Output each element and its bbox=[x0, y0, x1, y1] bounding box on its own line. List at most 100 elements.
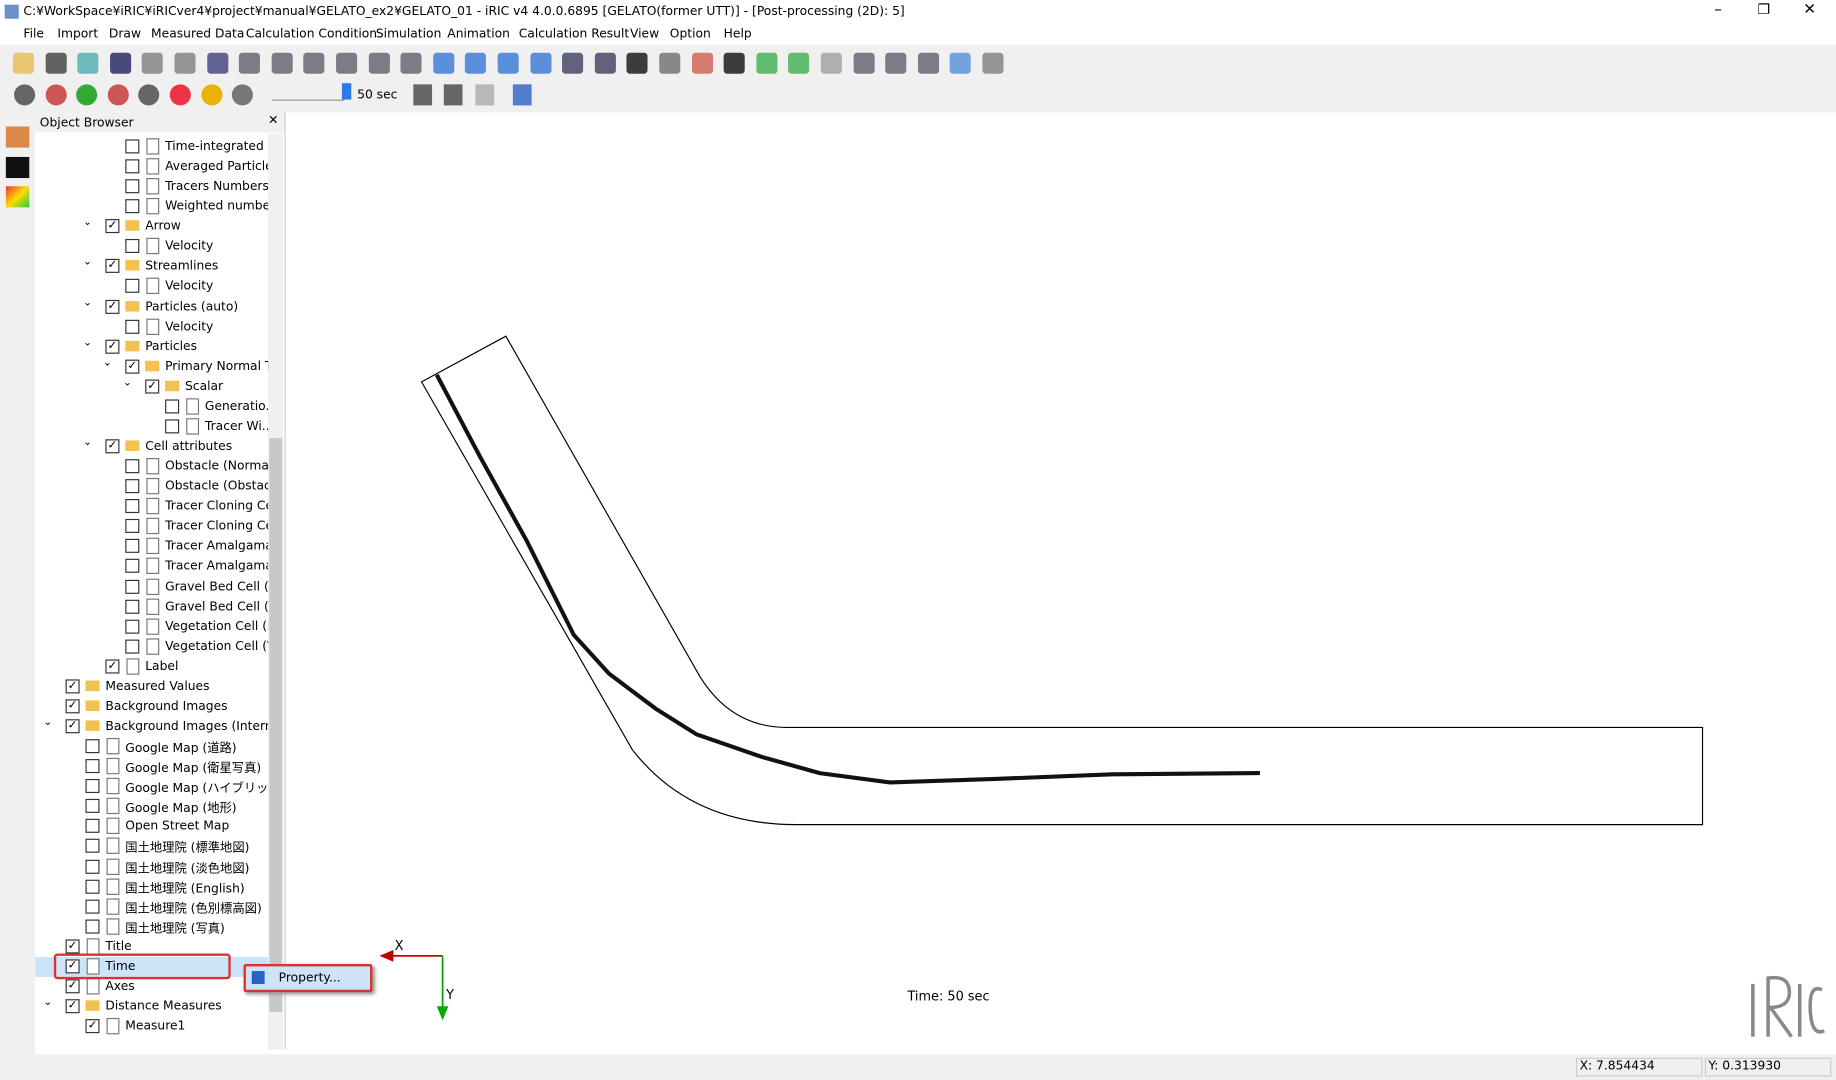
expand-arrow[interactable]: ⌄ bbox=[122, 376, 132, 389]
tree-row[interactable]: ⌄ ✓ Arrow bbox=[35, 217, 268, 237]
tool-button[interactable] bbox=[626, 52, 648, 74]
menu-item[interactable]: Animation bbox=[447, 26, 510, 41]
tool-button[interactable] bbox=[659, 52, 681, 74]
tree-row[interactable]: Vegetation Cell (N... bbox=[35, 617, 268, 637]
menu-item[interactable]: Import bbox=[57, 26, 99, 41]
tree-row[interactable]: Google Map (ハイブリッド) bbox=[35, 777, 268, 797]
tool-button[interactable] bbox=[853, 52, 875, 74]
tool-button[interactable] bbox=[77, 52, 99, 74]
checkbox[interactable]: ✓ bbox=[65, 939, 80, 954]
tree-row[interactable]: ✓ Time bbox=[35, 956, 269, 977]
tree-row[interactable]: Tracer Cloning Cel... bbox=[35, 517, 268, 537]
tree-row[interactable]: Weighted numbe... bbox=[35, 197, 268, 217]
tool-button[interactable] bbox=[142, 52, 164, 74]
checkbox[interactable]: ✓ bbox=[65, 979, 80, 994]
checkbox[interactable]: ✓ bbox=[65, 699, 80, 714]
scroll-thumb[interactable] bbox=[269, 438, 283, 1013]
expand-arrow[interactable]: ⌄ bbox=[83, 436, 92, 449]
tree-row[interactable]: Generatio... bbox=[35, 397, 268, 417]
checkbox[interactable]: ✓ bbox=[65, 719, 80, 734]
tree-row[interactable]: 国土地理院 (English) bbox=[35, 877, 268, 897]
checkbox[interactable] bbox=[125, 519, 140, 534]
tree-row[interactable]: Obstacle (Normal... bbox=[35, 457, 268, 477]
tree-row[interactable]: ⌄ ✓ Primary Normal Tr... bbox=[35, 357, 268, 377]
checkbox[interactable] bbox=[85, 739, 100, 754]
tree-row[interactable]: Time-integrated P... bbox=[35, 137, 268, 157]
tool-button[interactable] bbox=[271, 52, 293, 74]
tool-button[interactable] bbox=[303, 52, 325, 74]
tree-row[interactable]: Tracer Amalgamat... bbox=[35, 557, 268, 577]
checkbox[interactable] bbox=[125, 319, 140, 334]
checkbox[interactable] bbox=[125, 539, 140, 554]
menu-item[interactable]: View bbox=[629, 26, 660, 41]
checkbox[interactable]: ✓ bbox=[105, 339, 120, 354]
tool-button[interactable] bbox=[723, 52, 745, 74]
anim-button[interactable] bbox=[45, 84, 67, 106]
tree-row[interactable]: ✓ Label bbox=[35, 657, 268, 677]
expand-arrow[interactable]: ⌄ bbox=[43, 996, 53, 1009]
tool-button[interactable] bbox=[497, 52, 519, 74]
anim-button[interactable] bbox=[107, 84, 129, 106]
menu-item[interactable]: Calculation Condition bbox=[245, 26, 378, 41]
menu-item[interactable]: Draw bbox=[108, 26, 142, 41]
tool-button[interactable] bbox=[756, 52, 778, 74]
checkbox[interactable]: ✓ bbox=[105, 299, 120, 314]
expand-arrow[interactable]: ⌄ bbox=[83, 257, 92, 269]
checkbox[interactable] bbox=[85, 839, 100, 854]
tool-button[interactable] bbox=[820, 52, 842, 74]
checkbox[interactable]: ✓ bbox=[105, 219, 120, 234]
checkbox[interactable] bbox=[125, 599, 140, 614]
side-icon[interactable] bbox=[5, 126, 30, 148]
tree-row[interactable]: 国土地理院 (淡色地図) bbox=[35, 857, 268, 877]
tree-row[interactable]: ✓ Axes bbox=[35, 977, 268, 997]
tool-button[interactable] bbox=[109, 52, 131, 74]
tree-row[interactable]: ⌄ ✓ Streamlines bbox=[35, 257, 268, 277]
tree-row[interactable]: ✓ Title bbox=[35, 937, 268, 957]
checkbox[interactable] bbox=[125, 579, 140, 594]
anim-button[interactable] bbox=[76, 84, 98, 106]
tree-row[interactable]: ✓ Background Images bbox=[35, 697, 268, 717]
checkbox[interactable]: ✓ bbox=[65, 679, 80, 694]
tool-button[interactable] bbox=[917, 52, 939, 74]
checkbox[interactable]: ✓ bbox=[105, 259, 120, 274]
tool-button[interactable] bbox=[174, 52, 196, 74]
checkbox[interactable] bbox=[125, 179, 140, 194]
tool-button[interactable] bbox=[594, 52, 616, 74]
expand-arrow[interactable]: ⌄ bbox=[83, 217, 92, 229]
checkbox[interactable] bbox=[165, 419, 180, 434]
expand-arrow[interactable]: ⌄ bbox=[43, 716, 53, 729]
checkbox[interactable] bbox=[85, 759, 100, 774]
anim-button[interactable] bbox=[138, 84, 160, 106]
tool-button[interactable] bbox=[239, 52, 261, 74]
tree-row[interactable]: 国土地理院 (写真) bbox=[35, 917, 268, 937]
tree-row[interactable]: Gravel Bed Cell (G... bbox=[35, 597, 268, 617]
tool-button[interactable] bbox=[443, 84, 463, 106]
expand-arrow[interactable]: ⌄ bbox=[83, 336, 92, 349]
tree-row[interactable]: Gravel Bed Cell (N... bbox=[35, 577, 268, 597]
tool-button[interactable] bbox=[691, 52, 713, 74]
checkbox[interactable] bbox=[125, 239, 140, 254]
tree-row[interactable]: Tracer Amalgamat... bbox=[35, 537, 268, 557]
checkbox[interactable] bbox=[125, 159, 140, 174]
tree-row[interactable]: Tracer Cloning Cel... bbox=[35, 497, 268, 517]
tool-button[interactable] bbox=[982, 52, 1004, 74]
tree-row[interactable]: Velocity bbox=[35, 277, 268, 297]
tree-row[interactable]: 国土地理院 (標準地図) bbox=[35, 837, 268, 857]
checkbox[interactable] bbox=[125, 619, 140, 634]
anim-button[interactable] bbox=[200, 84, 222, 106]
tree-row[interactable]: 国土地理院 (色別標高図) bbox=[35, 897, 268, 917]
tool-button[interactable] bbox=[475, 84, 495, 106]
checkbox[interactable]: ✓ bbox=[145, 379, 160, 394]
tree-row[interactable]: Tracer Wi... bbox=[35, 417, 268, 437]
close[interactable]: ✕ bbox=[1803, 1, 1816, 19]
restore[interactable]: ❐ bbox=[1757, 1, 1771, 18]
tree-row[interactable]: ⌄ ✓ Scalar bbox=[35, 377, 268, 397]
anim-button[interactable] bbox=[232, 84, 254, 106]
tool-button[interactable] bbox=[512, 84, 532, 106]
checkbox[interactable] bbox=[85, 859, 100, 874]
minimize[interactable]: – bbox=[1714, 1, 1722, 19]
checkbox[interactable] bbox=[125, 139, 140, 154]
checkbox[interactable] bbox=[85, 879, 100, 894]
checkbox[interactable] bbox=[125, 639, 140, 654]
checkbox[interactable] bbox=[125, 499, 140, 514]
